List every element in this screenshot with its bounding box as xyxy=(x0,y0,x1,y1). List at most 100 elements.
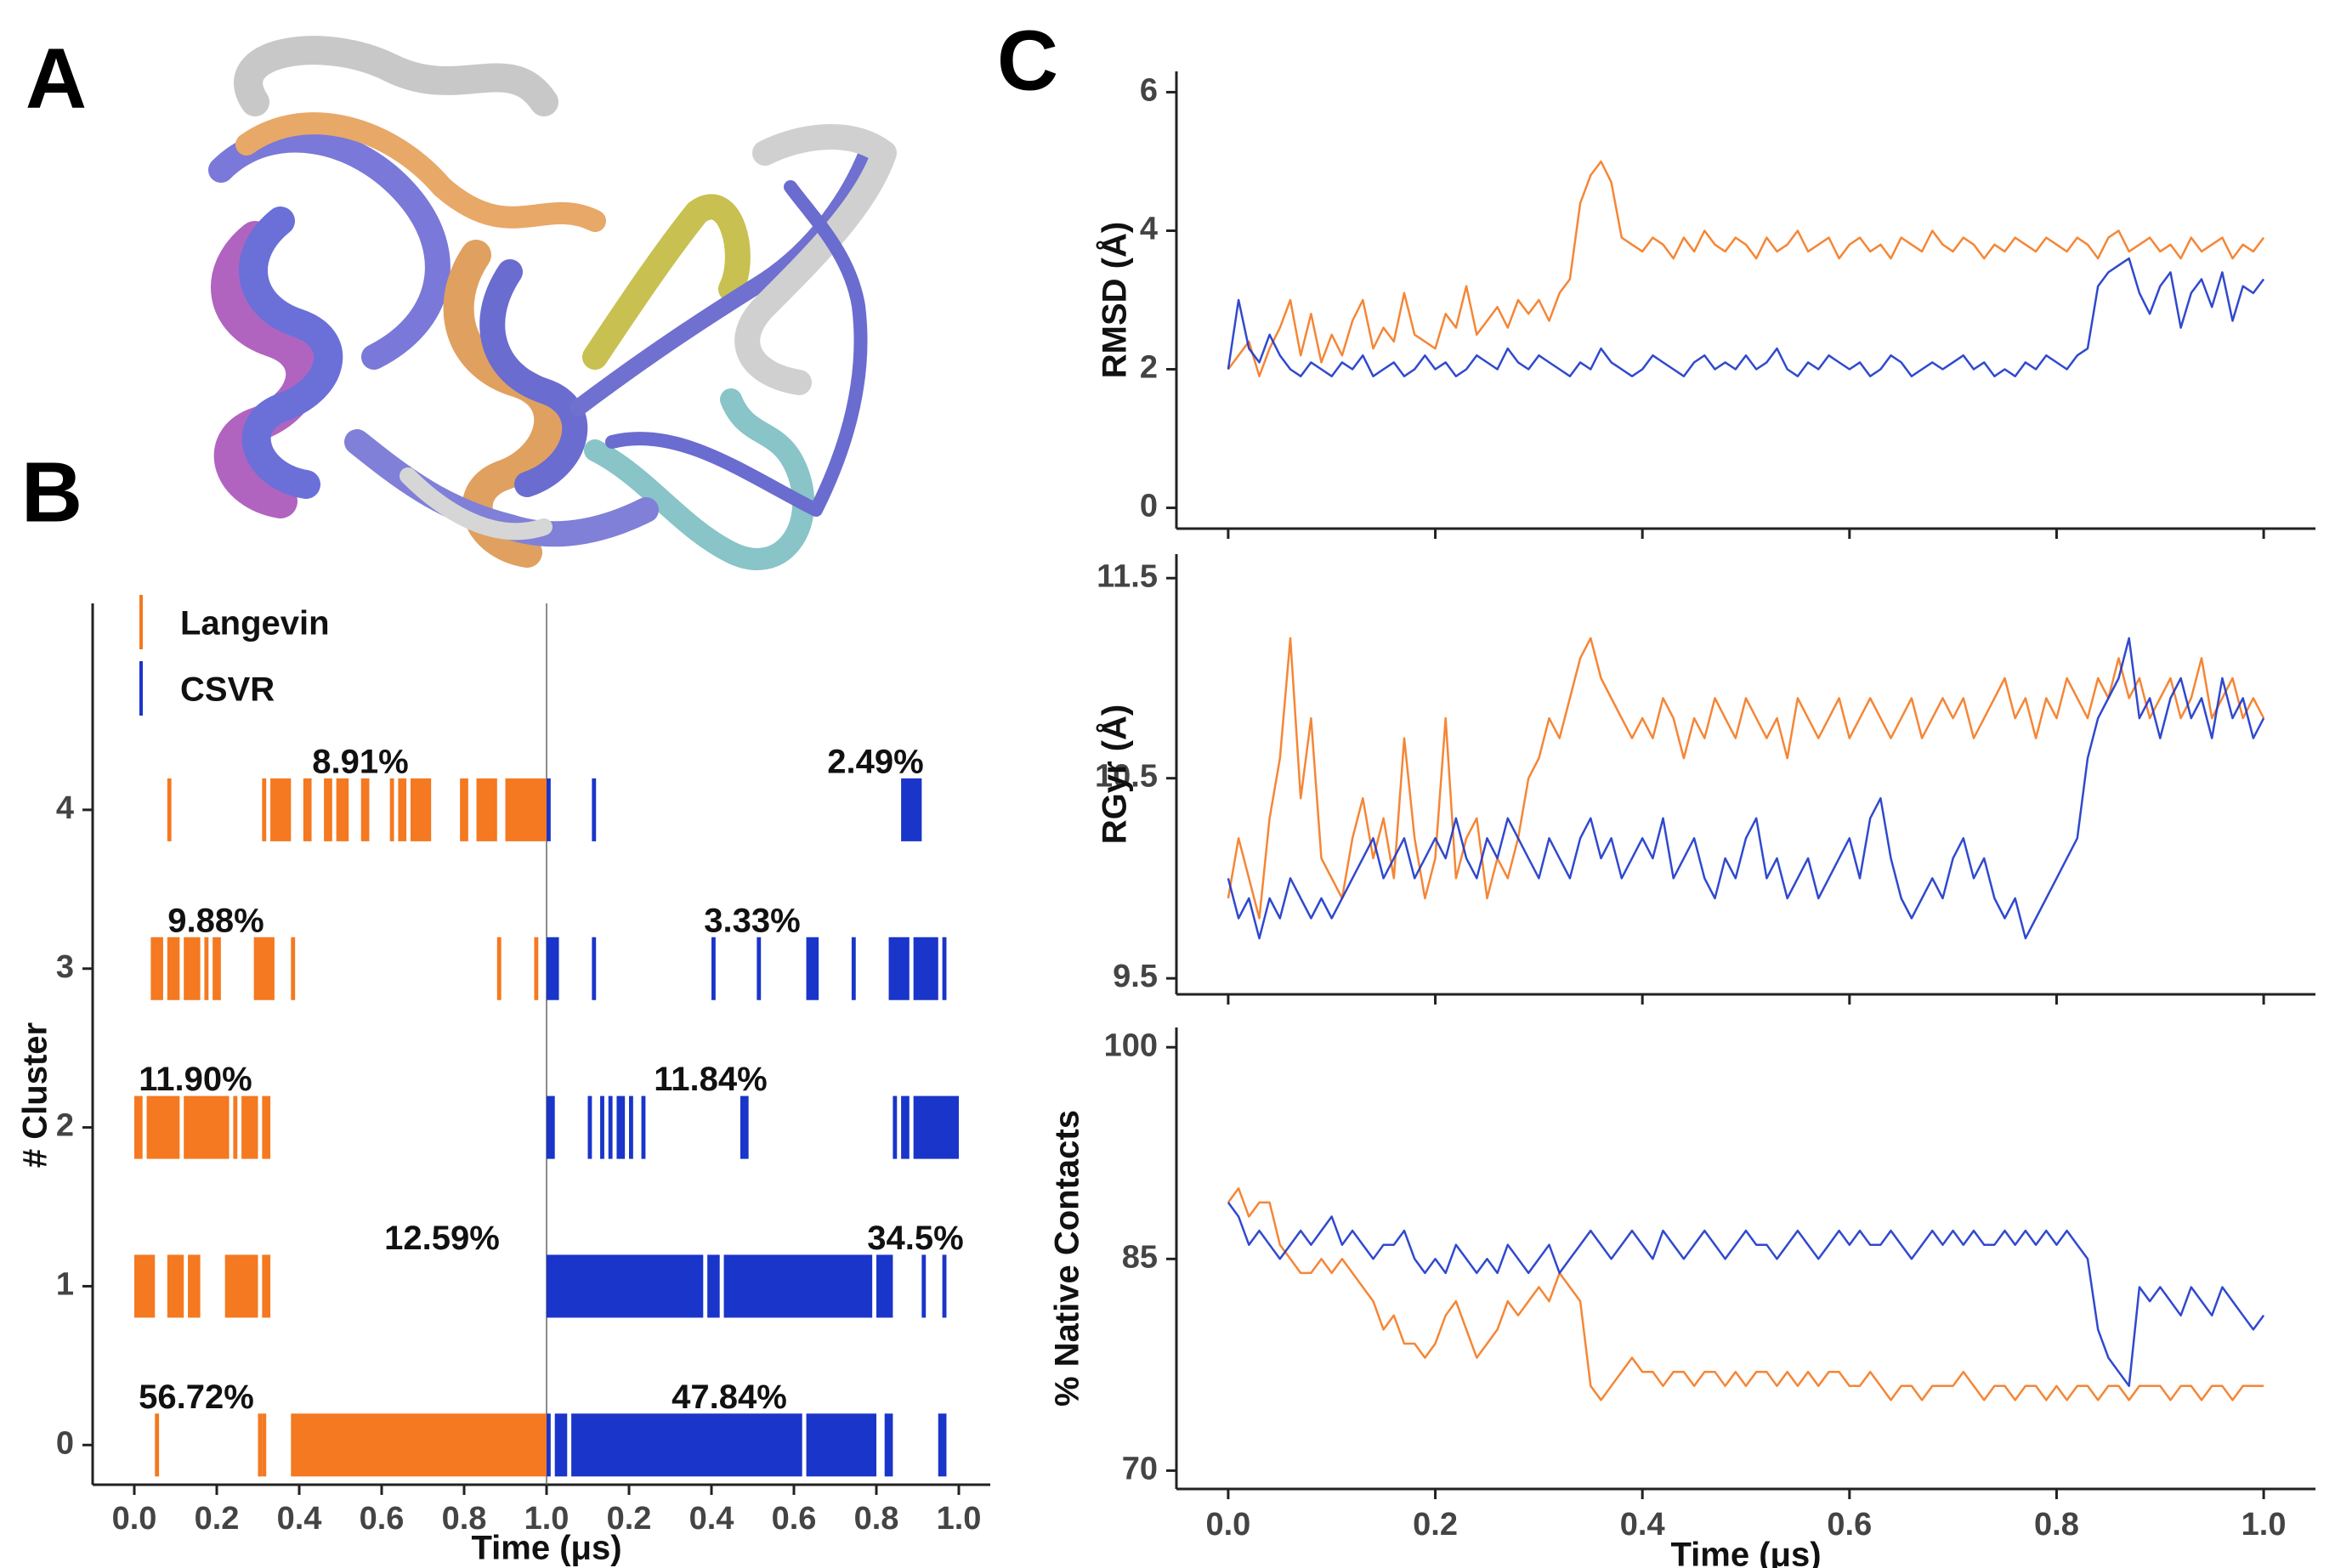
cluster-interval xyxy=(303,778,312,841)
y-axis-title: RGyr (Å) xyxy=(1096,705,1134,844)
protein-ribbon xyxy=(584,388,815,570)
y-tick-label: 2 xyxy=(1140,350,1158,386)
cluster-interval xyxy=(262,1254,271,1318)
cluster-interval xyxy=(505,778,547,841)
cluster-interval xyxy=(554,1413,568,1477)
cluster-interval xyxy=(270,778,292,841)
x-axis-title: Time (μs) xyxy=(1670,1537,1821,1568)
y-tick-label: 10.5 xyxy=(1095,759,1158,795)
cluster-interval xyxy=(213,937,221,1000)
cluster-interval xyxy=(360,778,370,841)
cluster-interval xyxy=(258,1413,263,1477)
cluster-interval xyxy=(547,937,559,1000)
cluster-interval xyxy=(398,778,407,841)
cluster-interval xyxy=(547,1254,704,1318)
y-tick-label: 100 xyxy=(1104,1027,1158,1063)
cluster-interval xyxy=(901,778,922,841)
panel-label: B xyxy=(21,444,82,540)
x-tick-label: 1.0 xyxy=(937,1501,982,1537)
cluster-interval xyxy=(547,1413,551,1477)
cluster-interval xyxy=(851,937,856,1000)
cluster-interval xyxy=(155,1413,160,1477)
protein-ribbon xyxy=(605,180,868,517)
protein-structure xyxy=(208,36,897,570)
cluster-interval xyxy=(547,1095,555,1159)
cluster-interval xyxy=(233,1095,238,1159)
cluster-interval xyxy=(262,778,267,841)
protein-ribbon xyxy=(239,207,343,499)
cluster-interval xyxy=(410,778,432,841)
cluster-interval xyxy=(938,1413,947,1477)
cluster-interval xyxy=(262,1413,267,1477)
y-tick-label: 0 xyxy=(56,1425,74,1461)
cluster-interval xyxy=(740,1095,749,1159)
y-tick-label: 2 xyxy=(56,1108,74,1144)
x-tick-label: 0.0 xyxy=(1205,1507,1250,1543)
cluster-interval xyxy=(262,1095,271,1159)
cluster-interval xyxy=(942,1254,947,1318)
cluster-share: 56.72% xyxy=(139,1378,254,1416)
x-tick-label: 0.2 xyxy=(607,1501,652,1537)
protein-ribbon xyxy=(400,467,553,541)
cluster-interval xyxy=(291,937,296,1000)
series-line xyxy=(1227,1202,2265,1388)
protein-ribbon xyxy=(235,112,606,232)
cluster-interval xyxy=(146,1095,180,1159)
x-tick-label: 1.0 xyxy=(524,1501,570,1537)
cluster-share: 2.49% xyxy=(827,743,923,780)
cluster-interval xyxy=(534,937,539,1000)
protein-ribbon xyxy=(208,127,451,370)
legend-label: Langevin xyxy=(180,605,330,642)
y-tick-label: 11.5 xyxy=(1097,558,1158,594)
cluster-interval xyxy=(496,937,502,1000)
cluster-interval xyxy=(921,1254,927,1318)
cluster-interval xyxy=(884,1413,893,1477)
cluster-interval xyxy=(592,937,597,1000)
cluster-interval xyxy=(134,1254,156,1318)
legend-label: CSVR xyxy=(180,671,275,709)
x-tick-label: 0.2 xyxy=(195,1501,240,1537)
panel-label: C xyxy=(997,13,1058,108)
series-line xyxy=(1227,637,2265,920)
cluster-interval xyxy=(913,1095,959,1159)
cluster-interval xyxy=(600,1095,604,1159)
x-tick-label: 0.4 xyxy=(277,1501,322,1537)
protein-ribbon xyxy=(570,144,876,416)
cluster-interval xyxy=(134,1095,143,1159)
x-tick-label: 0.4 xyxy=(689,1501,734,1537)
cluster-interval xyxy=(707,1254,720,1318)
cluster-interval xyxy=(389,778,394,841)
cluster-interval xyxy=(876,1254,893,1318)
y-tick-label: 85 xyxy=(1122,1239,1158,1275)
x-tick-label: 0.8 xyxy=(2034,1507,2079,1543)
x-tick-label: 0.4 xyxy=(1620,1507,1665,1543)
cluster-share: 11.84% xyxy=(654,1061,767,1098)
y-tick-label: 4 xyxy=(1140,212,1158,247)
protein-ribbon xyxy=(582,194,751,370)
series-line xyxy=(1227,257,2265,377)
protein-ribbon xyxy=(734,124,897,395)
cluster-share: 12.59% xyxy=(384,1220,500,1257)
cluster-interval xyxy=(587,1095,592,1159)
cluster-interval xyxy=(723,1254,873,1318)
cluster-interval xyxy=(336,778,349,841)
protein-ribbon xyxy=(234,36,558,116)
y-axis-title: # Cluster xyxy=(17,1022,54,1168)
cluster-interval xyxy=(629,1095,633,1159)
y-tick-label: 9.5 xyxy=(1113,959,1158,994)
y-tick-label: 70 xyxy=(1122,1451,1158,1486)
cluster-interval xyxy=(224,1254,258,1318)
cluster-interval xyxy=(893,1095,898,1159)
protein-ribbon xyxy=(479,259,588,497)
cluster-interval xyxy=(806,1413,876,1477)
cluster-interval xyxy=(184,937,201,1000)
cluster-interval xyxy=(167,1254,184,1318)
cluster-interval xyxy=(592,778,597,841)
cluster-interval xyxy=(806,937,819,1000)
y-axis-title: RMSD (Å) xyxy=(1096,222,1134,378)
x-tick-label: 1.0 xyxy=(2241,1507,2287,1543)
cluster-share: 8.91% xyxy=(312,743,408,780)
cluster-interval xyxy=(188,1254,201,1318)
